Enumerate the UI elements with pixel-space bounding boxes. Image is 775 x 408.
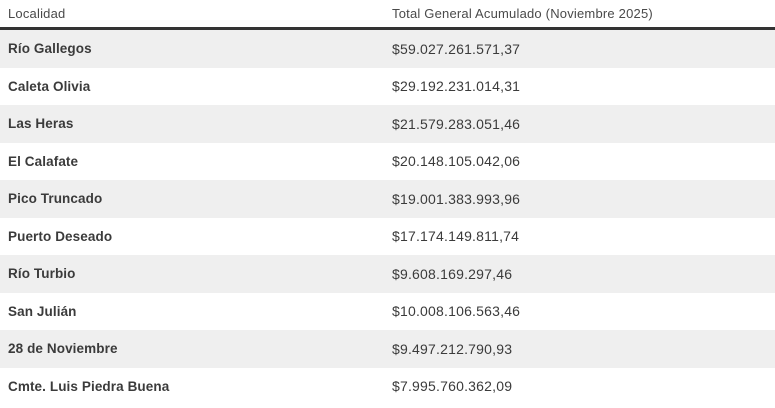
total-cell: $9.608.169.297,46 xyxy=(392,265,513,282)
total-cell: $19.001.383.993,96 xyxy=(392,190,521,207)
table-body: Río Gallegos $59.027.261.571,37 Caleta O… xyxy=(0,30,775,405)
table-header-row: Localidad Total General Acumulado (Novie… xyxy=(0,0,775,30)
table-row: Río Turbio $9.608.169.297,46 xyxy=(0,255,775,293)
localidad-cell: El Calafate xyxy=(8,153,79,169)
table-row: Río Gallegos $59.027.261.571,37 xyxy=(0,30,775,68)
table-row: San Julián $10.008.106.563,46 xyxy=(0,293,775,331)
total-cell: $59.027.261.571,37 xyxy=(392,40,521,57)
column-header-total-general-acumulado: Total General Acumulado (Noviembre 2025) xyxy=(392,6,653,21)
total-cell: $20.148.105.042,06 xyxy=(392,153,521,170)
total-cell: $10.008.106.563,46 xyxy=(392,303,521,320)
localidad-cell: San Julián xyxy=(8,303,77,319)
total-cell: $7.995.760.362,09 xyxy=(392,378,513,395)
localidad-cell: Pico Truncado xyxy=(8,191,103,207)
table-row: Puerto Deseado $17.174.149.811,74 xyxy=(0,218,775,256)
localidad-cell: Cmte. Luis Piedra Buena xyxy=(8,378,170,394)
localidad-cell: Río Turbio xyxy=(8,266,76,282)
table-row: 28 de Noviembre $9.497.212.790,93 xyxy=(0,330,775,368)
table-row: Pico Truncado $19.001.383.993,96 xyxy=(0,180,775,218)
localidad-cell: Río Gallegos xyxy=(8,41,92,57)
table-row: Cmte. Luis Piedra Buena $7.995.760.362,0… xyxy=(0,368,775,406)
table-row: Caleta Olivia $29.192.231.014,31 xyxy=(0,68,775,106)
total-cell: $9.497.212.790,93 xyxy=(392,340,513,357)
table-row: El Calafate $20.148.105.042,06 xyxy=(0,143,775,181)
total-cell: $21.579.283.051,46 xyxy=(392,115,521,132)
table-row: Las Heras $21.579.283.051,46 xyxy=(0,105,775,143)
localidad-cell: Puerto Deseado xyxy=(8,228,113,244)
localidad-cell: Caleta Olivia xyxy=(8,78,91,94)
column-header-localidad: Localidad xyxy=(8,6,66,21)
total-cell: $29.192.231.014,31 xyxy=(392,78,521,95)
localidad-cell: Las Heras xyxy=(8,116,74,132)
total-cell: $17.174.149.811,74 xyxy=(392,228,520,245)
localidad-cell: 28 de Noviembre xyxy=(8,341,118,357)
